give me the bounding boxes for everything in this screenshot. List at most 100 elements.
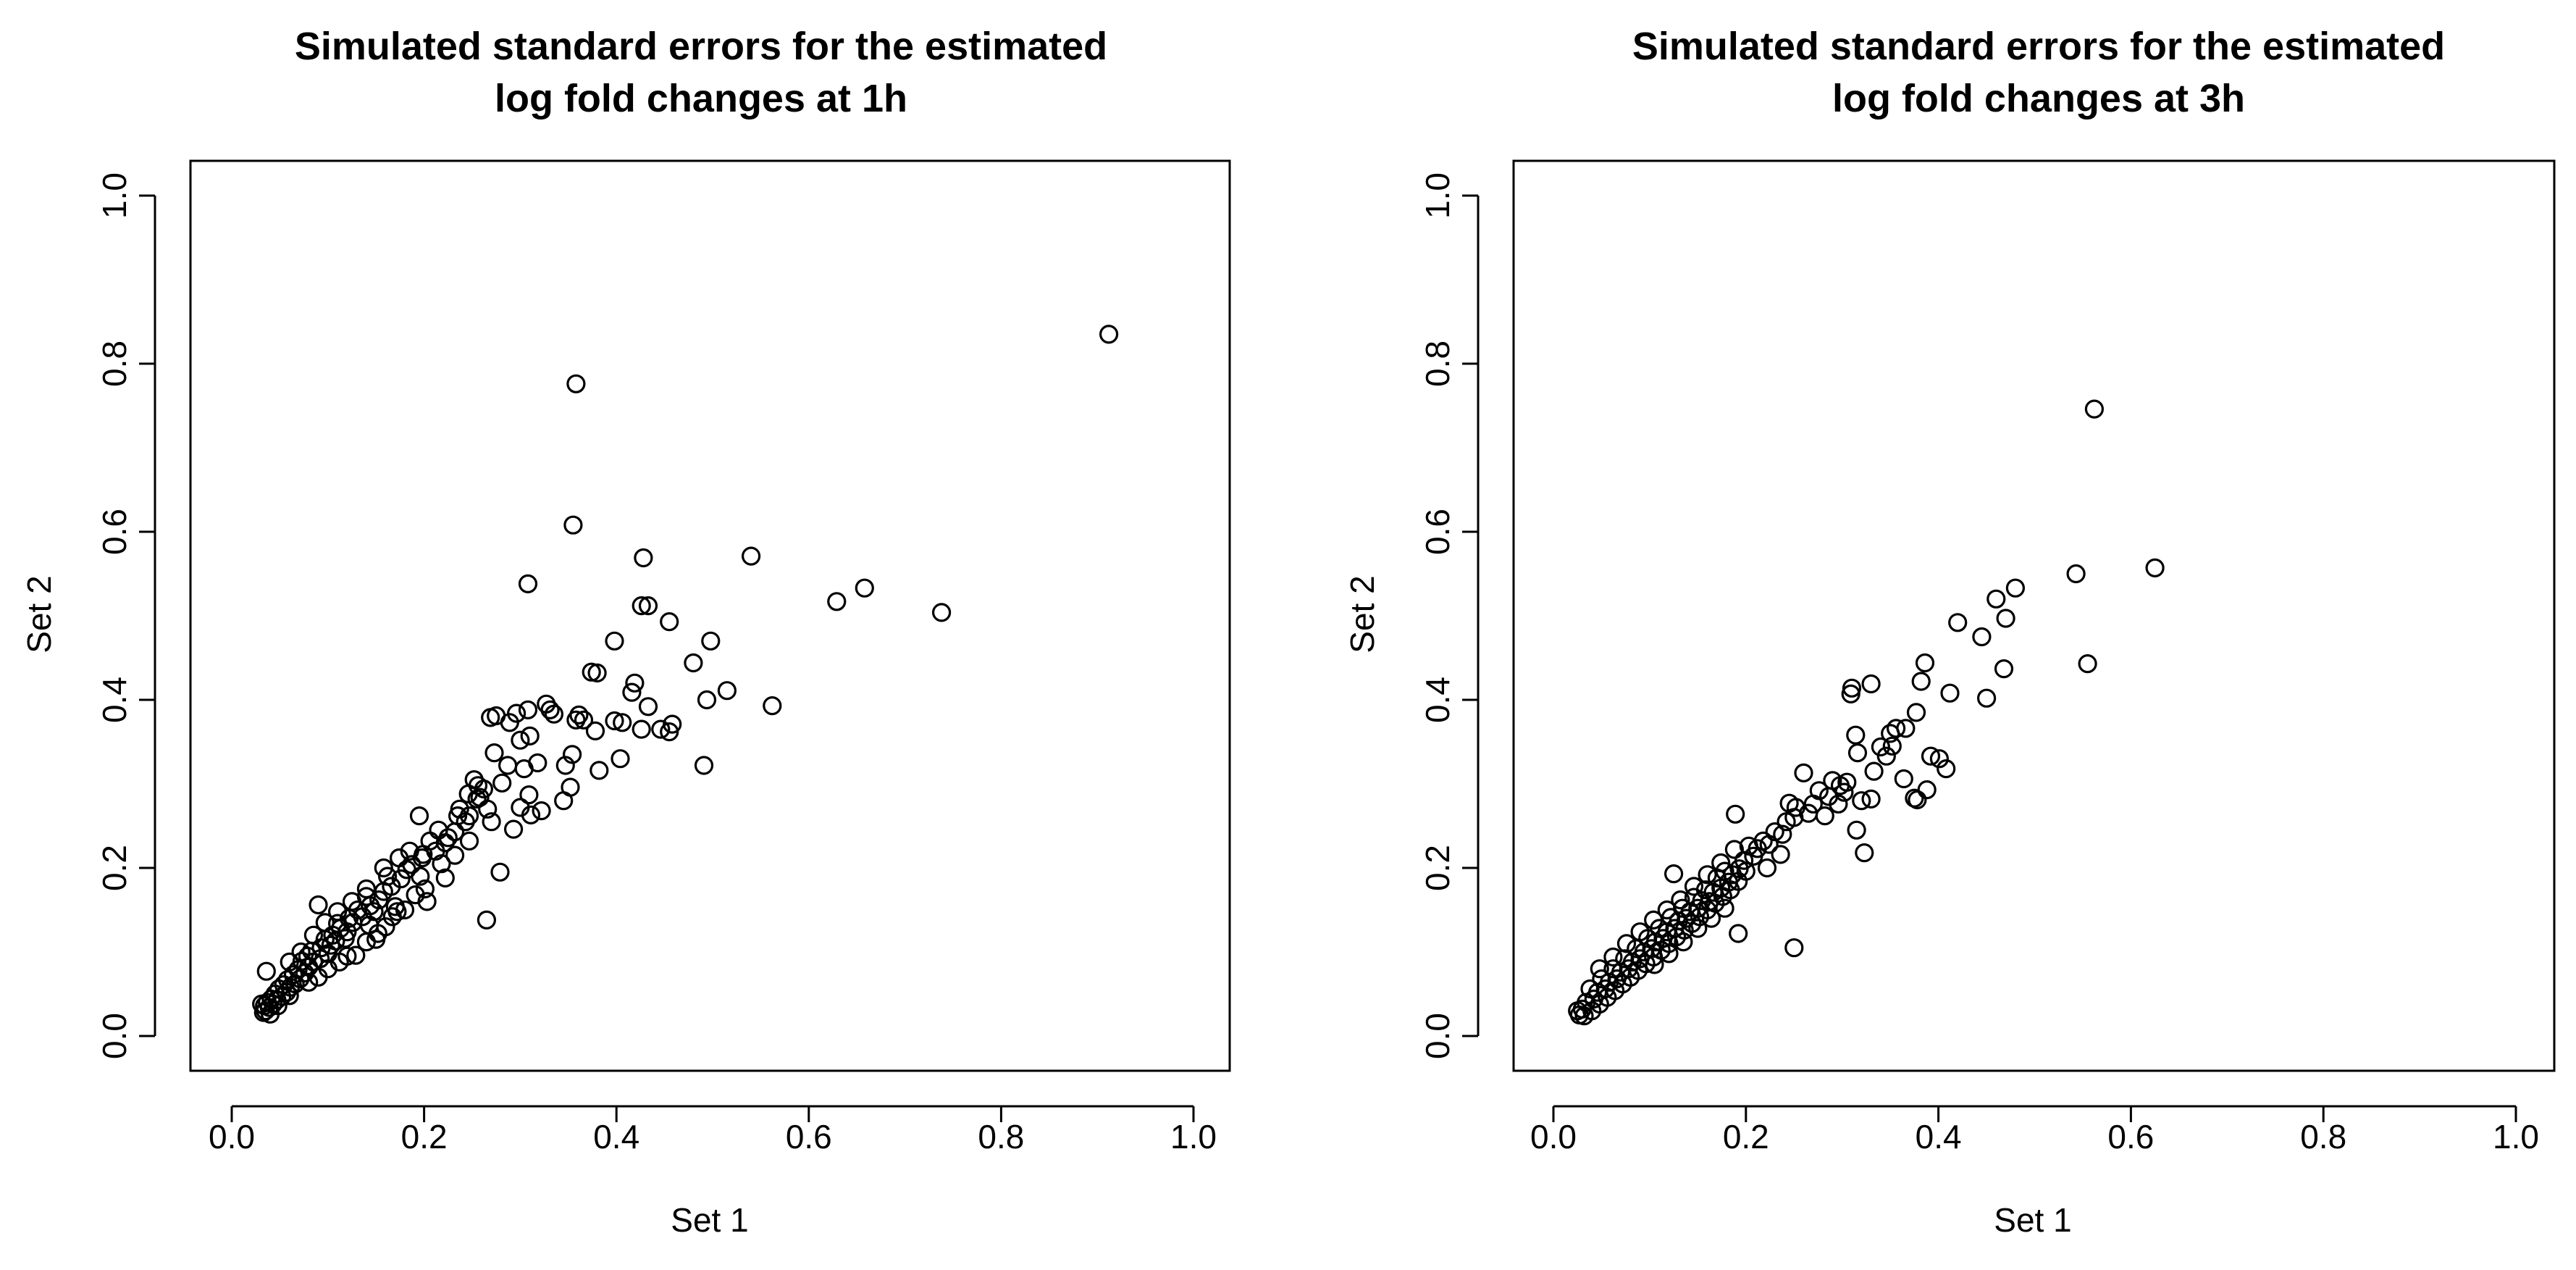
data-point [2005, 578, 2025, 598]
y-tick-label: 0.0 [96, 1013, 133, 1059]
data-point [1664, 864, 1684, 884]
data-point [1871, 737, 1890, 757]
data-point [1757, 858, 1777, 878]
chart-title-line-1: Simulated standard errors for the estima… [1632, 25, 2445, 68]
data-point [1644, 910, 1664, 930]
data-point [492, 773, 512, 793]
data-point [299, 972, 319, 992]
x-tick-label: 0.4 [1916, 1118, 1962, 1156]
data-point [763, 695, 782, 716]
data-point [514, 759, 534, 779]
x-tick-label: 0.4 [593, 1118, 639, 1156]
data-point [1729, 924, 1748, 943]
data-point [368, 924, 388, 943]
data-point [519, 785, 539, 805]
data-point [482, 812, 501, 832]
data-point [1580, 979, 1600, 999]
data-point [1099, 325, 1119, 344]
y-tick-label: 0.8 [1419, 341, 1456, 387]
data-point [741, 546, 761, 566]
data-point [1657, 900, 1677, 920]
data-point [1776, 812, 1796, 832]
data-point [291, 942, 311, 962]
data-point [343, 913, 363, 932]
data-point [1659, 944, 1679, 964]
data-point [1603, 947, 1623, 967]
data-point [520, 726, 540, 746]
data-point [268, 996, 288, 1016]
data-point [1698, 865, 1717, 885]
data-point [1701, 908, 1721, 928]
x-tick-label: 0.0 [1530, 1118, 1577, 1156]
data-point [1724, 840, 1744, 859]
data-point [283, 965, 303, 985]
data-point [660, 611, 679, 632]
data-point [2145, 558, 2165, 578]
data-point [544, 704, 564, 724]
data-point [315, 913, 335, 932]
data-point [855, 578, 874, 598]
y-axis-label: Set 2 [20, 575, 58, 653]
data-point [634, 548, 653, 568]
data-point [448, 806, 468, 826]
x-axis-label: Set 1 [1994, 1201, 2071, 1239]
data-point [1616, 934, 1637, 953]
data-point [1688, 919, 1708, 938]
data-point [611, 749, 630, 769]
data-point [1864, 761, 1884, 781]
data-point [1861, 789, 1881, 809]
data-point [518, 700, 538, 720]
data-point [487, 706, 506, 726]
data-point [1841, 684, 1860, 704]
x-tick-label: 0.8 [2300, 1118, 2346, 1156]
data-point [622, 682, 642, 702]
data-point [467, 789, 487, 809]
data-point [1784, 938, 1804, 958]
data-point [1986, 589, 2006, 609]
data-point [1852, 791, 1871, 811]
data-point [429, 820, 448, 840]
data-point [1615, 949, 1635, 969]
data-point [1779, 793, 1799, 813]
data-point [1972, 627, 1992, 647]
data-point [554, 791, 574, 811]
data-point [490, 862, 510, 882]
data-point [1684, 877, 1704, 896]
data-point [432, 854, 451, 874]
data-point [280, 986, 299, 1006]
data-point [1921, 746, 1941, 766]
data-point [511, 798, 530, 817]
data-point [409, 806, 429, 826]
y-tick-label: 0.4 [96, 677, 133, 723]
data-point [827, 592, 847, 611]
data-point [1937, 759, 1956, 779]
data-point [1996, 609, 2015, 628]
data-point [1684, 887, 1704, 907]
data-point [717, 681, 737, 701]
data-point [1977, 688, 1997, 708]
data-point [1847, 743, 1868, 763]
y-axis-label: Set 2 [1343, 575, 1381, 653]
data-point [605, 631, 624, 651]
data-point [1834, 782, 1854, 802]
data-point [1603, 959, 1623, 979]
data-point [1803, 794, 1823, 814]
data-point [1711, 853, 1731, 873]
data-point [1674, 932, 1693, 952]
y-tick-label: 0.4 [1419, 677, 1456, 723]
y-tick-label: 0.2 [96, 845, 133, 891]
y-tick-label: 0.0 [1419, 1013, 1456, 1059]
data-point [660, 722, 679, 742]
y-tick-label: 0.8 [96, 341, 133, 387]
data-point [503, 819, 524, 839]
data-point [566, 710, 586, 730]
data-point [1590, 959, 1609, 979]
data-point [1592, 969, 1611, 989]
data-point [435, 868, 455, 888]
data-point [406, 885, 425, 905]
data-point [1771, 845, 1790, 864]
data-point [632, 719, 651, 739]
data-point [632, 596, 651, 616]
data-point [256, 961, 276, 981]
